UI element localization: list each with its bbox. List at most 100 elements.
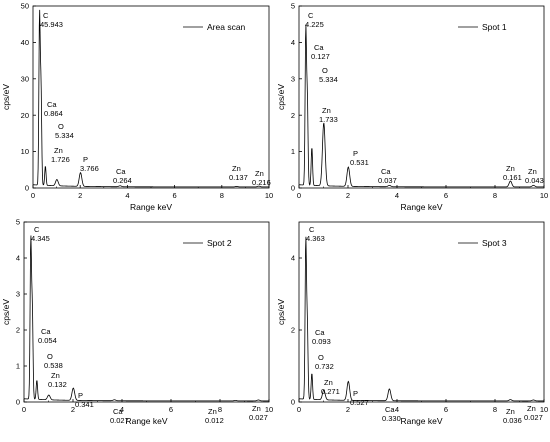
peak-element-label: P [78, 391, 83, 400]
x-tick-label: 0 [297, 405, 301, 414]
spectrum-line [298, 236, 544, 402]
x-tick-label: 4 [120, 405, 124, 414]
y-tick-label: 5 [291, 2, 295, 11]
peak-value-label: 0.330 [382, 414, 401, 423]
peak-value-label: 0.036 [503, 416, 522, 425]
x-tick-label: 10 [540, 191, 548, 200]
peak-annotation: Zn0.137 [229, 164, 248, 182]
y-tick-label: 50 [21, 2, 29, 11]
x-tick-label: 4 [395, 405, 399, 414]
peak-element-label: Zn [322, 106, 331, 115]
peak-value-label: 1.726 [51, 155, 70, 164]
peak-annotation: O0.538 [44, 352, 63, 370]
peak-value-label: 0.027 [249, 413, 268, 422]
peak-annotation: Ca0.093 [312, 328, 331, 346]
x-tick-label: 8 [493, 191, 497, 200]
y-axis-title: cps/eV [1, 84, 11, 110]
y-tick-label: 1 [291, 147, 295, 156]
y-tick-label: 5 [16, 218, 20, 227]
peak-value-label: 0.093 [312, 337, 331, 346]
x-tick-label: 6 [444, 191, 448, 200]
peak-annotation: Ca0.054 [38, 327, 57, 345]
peak-element-label: Zn [232, 164, 241, 173]
spectrum-panel-spot-1: 0 2 4 6 8 10 0 1 2 3 4 5 Range keV cps/eV Spot 1 C 4.225… [275, 0, 550, 218]
peak-annotation: Zn0.161 [503, 164, 522, 182]
y-axis-title: cps/eV [276, 84, 286, 110]
y-tick-label: 1 [16, 362, 20, 371]
spectrum-line [23, 235, 269, 402]
peak-element-label: Zn [208, 407, 217, 416]
plot-frame [298, 221, 545, 403]
peak-value-label: 0.132 [48, 380, 67, 389]
peak-value-label: 0.043 [525, 176, 544, 185]
peak-annotation: Zn0.036 [503, 407, 522, 425]
spectrum-chart: 0 2 4 6 8 10 0 10 20 30 40 50 Range keV cps/eV Area sc… [1, 2, 273, 212]
peak-element-label: Zn [255, 169, 264, 178]
peak-element-label: O [58, 122, 64, 131]
y-tick-label: 4 [291, 254, 295, 263]
peak-annotation: P0.527 [350, 389, 369, 407]
y-tick-label: 40 [21, 38, 29, 47]
peak-annotation: Zn0.012 [205, 407, 224, 425]
x-tick-label: 2 [78, 191, 82, 200]
peak-value-label: 0.271 [321, 387, 340, 396]
legend-label: Spot 1 [482, 22, 507, 32]
peak-element-label: Ca [381, 167, 391, 176]
spectrum-line [298, 24, 544, 188]
peak-element-label: Ca [47, 100, 57, 109]
x-tick-label: 6 [444, 405, 448, 414]
y-tick-label: 2 [291, 111, 295, 120]
peak-element-label: C [309, 225, 315, 234]
x-tick-label: 4 [125, 191, 129, 200]
spectrum-panel-spot-2: 0 2 4 6 8 10 0 1 2 3 4 5 Range keV cps/eV Spot 2 C 4.345… [0, 218, 275, 437]
peak-value-label: 0.027 [110, 416, 129, 425]
peak-value-label: 0.027 [524, 413, 543, 422]
peak-element-label: P [353, 389, 358, 398]
peak-element-label: P [83, 155, 88, 164]
peak-annotation: Zn0.027 [249, 404, 268, 422]
peak-value-label: 45.943 [40, 20, 63, 29]
peak-value-label: 0.531 [350, 158, 369, 167]
x-tick-label: 8 [218, 405, 222, 414]
y-axis-title: cps/eV [1, 299, 11, 325]
peak-annotation: Ca0.037 [378, 167, 397, 185]
x-tick-label: 2 [71, 405, 75, 414]
peak-annotation: P0.531 [350, 149, 369, 167]
peak-value-label: 3.766 [80, 164, 99, 173]
x-tick-label: 8 [220, 191, 224, 200]
peak-annotation: O0.732 [315, 353, 334, 371]
peak-value-label: 0.341 [75, 400, 94, 409]
x-tick-label: 6 [169, 405, 173, 414]
peak-value-label: 0.012 [205, 416, 224, 425]
peak-annotation: Ca0.264 [113, 167, 132, 185]
x-tick-label: 0 [22, 405, 26, 414]
peak-element-label: Zn [528, 167, 537, 176]
peak-value-label: 0.864 [44, 109, 63, 118]
peak-element-label: C [34, 225, 40, 234]
peak-value-label: 0.127 [311, 52, 330, 61]
peak-annotation: C4.225 [305, 11, 324, 29]
peak-element-label: O [47, 352, 53, 361]
x-tick-label: 2 [346, 191, 350, 200]
peak-annotation: Ca0.127 [311, 43, 330, 61]
x-tick-label: 2 [346, 405, 350, 414]
y-tick-label: 10 [21, 147, 29, 156]
y-tick-label: 3 [16, 290, 20, 299]
peak-element-label: Ca [385, 405, 395, 414]
peak-element-label: C [43, 11, 49, 20]
peak-value-label: 4.363 [306, 234, 325, 243]
peak-annotation: P0.341 [75, 391, 94, 409]
y-tick-label: 2 [16, 326, 20, 335]
peak-element-label: Zn [324, 378, 333, 387]
peak-element-label: Zn [51, 371, 60, 380]
peak-value-label: 1.733 [319, 115, 338, 124]
peak-annotation: O5.334 [55, 122, 74, 140]
peak-value-label: 0.527 [350, 398, 369, 407]
y-axis-title: cps/eV [276, 299, 286, 325]
spectrum-panel-spot-3: 0 2 4 6 8 10 0 2 4 Range keV cps/eV Spot 3 C 4.363 Ca 0… [275, 218, 550, 437]
peak-value-label: 0.161 [503, 173, 522, 182]
legend-label: Area scan [207, 22, 246, 32]
peak-annotation: Zn0.271 [321, 378, 340, 396]
peak-annotation: P3.766 [80, 155, 99, 173]
